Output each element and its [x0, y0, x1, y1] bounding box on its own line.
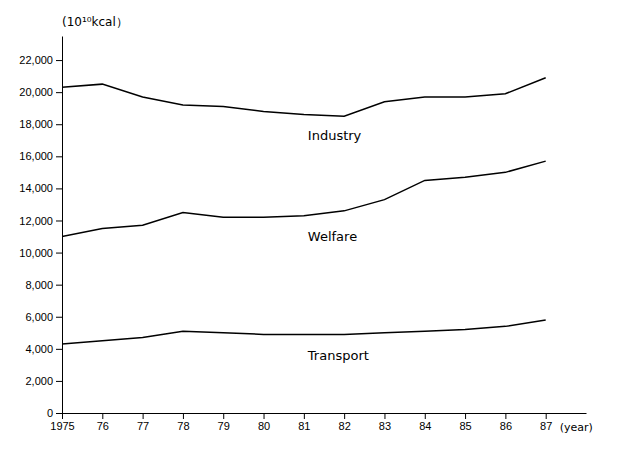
- tick-label: 0: [47, 407, 53, 419]
- series-line: [62, 161, 546, 236]
- tick: 4,000: [25, 343, 62, 355]
- tick-mark: [384, 413, 385, 419]
- tick: 82: [339, 413, 351, 432]
- series-label: Industry: [308, 128, 362, 143]
- y-axis: 0 2,000 4,000 6,000 8,000 10,000 12,000 14,000 1…: [19, 37, 62, 420]
- tick-mark: [56, 349, 62, 350]
- tick: 10,000: [19, 247, 62, 259]
- tick-label: 10,000: [19, 247, 53, 259]
- tick-mark: [143, 413, 144, 419]
- tick: 78: [177, 413, 189, 432]
- tick-mark: [223, 413, 224, 419]
- tick-mark: [264, 413, 265, 419]
- tick-mark: [56, 253, 62, 254]
- tick-mark: [304, 413, 305, 419]
- tick-label: 84: [419, 420, 431, 432]
- tick-label: 22,000: [19, 54, 53, 66]
- tick-mark: [56, 188, 62, 189]
- tick-label: 18,000: [19, 118, 53, 130]
- lines: [62, 78, 546, 344]
- tick-mark: [56, 413, 62, 414]
- tick: 12,000: [19, 215, 62, 227]
- tick: 79: [218, 413, 230, 432]
- tick-mark: [102, 413, 103, 419]
- tick-label: 8,000: [25, 279, 53, 291]
- tick: 22,000: [19, 54, 62, 66]
- tick-label: 1975: [50, 420, 74, 432]
- tick-label: 85: [459, 420, 471, 432]
- tick: 81: [298, 413, 310, 432]
- tick: 86: [500, 413, 512, 432]
- tick: 2,000: [25, 375, 62, 387]
- tick: 18,000: [19, 118, 62, 130]
- tick-label: 79: [218, 420, 230, 432]
- tick-mark: [505, 413, 506, 419]
- chart: 1975 76 77 78 79 80 81 82 83 84 85 86 87 0 2,000 4,000 6…: [0, 0, 620, 453]
- tick: 1975: [50, 413, 74, 432]
- tick-label: 14,000: [19, 182, 53, 194]
- plot: 1975 76 77 78 79 80 81 82 83 84 85 86 87 0 2,000 4,000 6…: [19, 37, 586, 432]
- tick-label: 16,000: [19, 150, 53, 162]
- y-axis-label: (10¹⁰kcal）: [62, 15, 128, 29]
- tick: 14,000: [19, 182, 62, 194]
- tick-mark: [546, 413, 547, 419]
- tick-mark: [465, 413, 466, 419]
- tick: 0: [47, 407, 62, 419]
- tick-label: 2,000: [25, 375, 53, 387]
- tick-label: 6,000: [25, 311, 53, 323]
- axis-line: [63, 413, 587, 414]
- tick: 83: [379, 413, 391, 432]
- tick-label: 81: [298, 420, 310, 432]
- tick: 85: [459, 413, 471, 432]
- tick: 8,000: [25, 279, 62, 291]
- tick-label: 86: [500, 420, 512, 432]
- tick-mark: [344, 413, 345, 419]
- tick: 76: [97, 413, 109, 432]
- tick-label: 20,000: [19, 86, 53, 98]
- tick-label: 76: [97, 420, 109, 432]
- tick-label: 12,000: [19, 215, 53, 227]
- series-labels: Industry Welfare Transport: [307, 128, 369, 363]
- tick-mark: [56, 220, 62, 221]
- tick-label: 4,000: [25, 343, 53, 355]
- tick-label: 78: [177, 420, 189, 432]
- series-line: [62, 78, 546, 117]
- tick: 77: [137, 413, 149, 432]
- tick-mark: [56, 317, 62, 318]
- tick: 84: [419, 413, 431, 432]
- tick-label: 87: [540, 420, 552, 432]
- tick-mark: [56, 60, 62, 61]
- tick: 16,000: [19, 150, 62, 162]
- tick-label: 80: [258, 420, 270, 432]
- series-line: [62, 320, 546, 344]
- series-label: Welfare: [308, 229, 357, 244]
- tick-mark: [56, 156, 62, 157]
- tick: 80: [258, 413, 270, 432]
- tick-mark: [56, 92, 62, 93]
- axis-line: [62, 37, 63, 414]
- tick-mark: [183, 413, 184, 419]
- tick-label: 83: [379, 420, 391, 432]
- x-axis-label: (year): [560, 421, 593, 434]
- x-axis: 1975 76 77 78 79 80 81 82 83 84 85 86 87: [50, 413, 586, 432]
- series-label: Transport: [307, 348, 369, 363]
- tick-mark: [56, 285, 62, 286]
- tick-mark: [56, 381, 62, 382]
- tick: 20,000: [19, 86, 62, 98]
- tick-label: 77: [137, 420, 149, 432]
- tick-label: 82: [339, 420, 351, 432]
- tick-mark: [56, 124, 62, 125]
- tick-mark: [62, 413, 63, 419]
- tick: 6,000: [25, 311, 62, 323]
- tick: 87: [540, 413, 552, 432]
- tick-mark: [425, 413, 426, 419]
